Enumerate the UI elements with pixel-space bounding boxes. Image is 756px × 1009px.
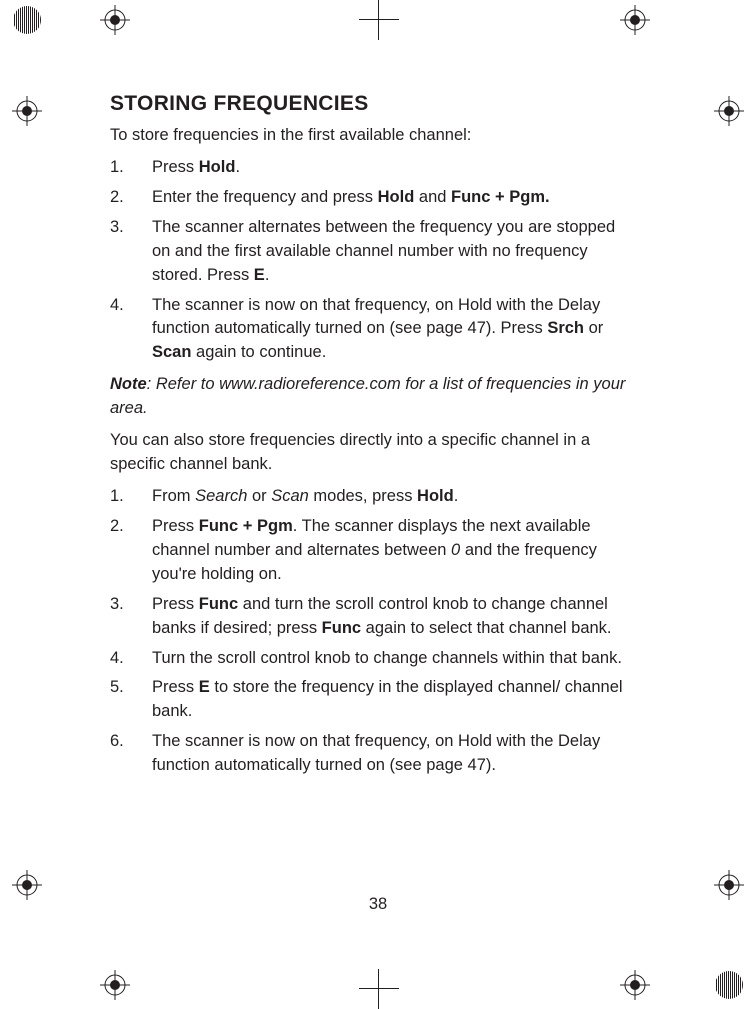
regmark-icon	[12, 5, 42, 35]
list-item: 4. Turn the scroll control knob to chang…	[110, 647, 630, 671]
steps-list-2: 1. From Search or Scan modes, press Hold…	[110, 485, 630, 778]
list-item: 3. Press Func and turn the scroll contro…	[110, 593, 630, 641]
list-text: or	[584, 319, 603, 337]
list-text: .	[454, 487, 459, 505]
steps-list-1: 1. Press Hold. 2. Enter the frequency an…	[110, 156, 630, 365]
list-text: Func + Pgm	[199, 517, 293, 535]
list-number: 2.	[110, 186, 124, 210]
list-text: Press	[152, 595, 199, 613]
list-number: 3.	[110, 216, 124, 240]
list-text: again to continue.	[191, 343, 326, 361]
list-item: 3. The scanner alternates between the fr…	[110, 216, 630, 288]
crop-mark	[378, 0, 379, 40]
list-text: Enter the frequency and press	[152, 188, 378, 206]
crop-mark	[359, 19, 399, 20]
list-text: Func + Pgm.	[451, 188, 550, 206]
list-text: E	[254, 266, 265, 284]
list-text: again to select that channel bank.	[361, 619, 611, 637]
regmark-icon	[714, 96, 744, 126]
list-number: 4.	[110, 294, 124, 318]
list-text: Hold	[378, 188, 415, 206]
note-label: Note	[110, 375, 147, 393]
note-body: : Refer to www.radioreference.com for a …	[110, 375, 625, 417]
list-text: and	[414, 188, 451, 206]
list-text: .	[235, 158, 240, 176]
list-text: Srch	[547, 319, 584, 337]
regmark-icon	[620, 5, 650, 35]
page-number: 38	[0, 895, 756, 914]
list-text: Scan	[152, 343, 191, 361]
list-item: 2. Press Func + Pgm. The scanner display…	[110, 515, 630, 587]
page-title: STORING FREQUENCIES	[110, 92, 630, 116]
list-text: Func	[322, 619, 361, 637]
regmark-icon	[12, 96, 42, 126]
list-text: Turn the scroll control knob to change c…	[152, 649, 622, 667]
list-number: 1.	[110, 156, 124, 180]
list-text: Search	[195, 487, 247, 505]
list-number: 6.	[110, 730, 124, 754]
crop-mark	[378, 969, 379, 1009]
list-item: 1. Press Hold.	[110, 156, 630, 180]
list-text: 0	[451, 541, 460, 559]
regmark-icon	[620, 970, 650, 1000]
regmark-icon	[100, 970, 130, 1000]
crop-mark	[359, 988, 399, 989]
list-item: 4. The scanner is now on that frequency,…	[110, 294, 630, 366]
regmark-icon	[100, 5, 130, 35]
list-text: .	[265, 266, 270, 284]
list-item: 1. From Search or Scan modes, press Hold…	[110, 485, 630, 509]
list-item: 5. Press E to store the frequency in the…	[110, 676, 630, 724]
list-text: Press	[152, 678, 199, 696]
list-item: 2. Enter the frequency and press Hold an…	[110, 186, 630, 210]
list-number: 3.	[110, 593, 124, 617]
list-text: Hold	[417, 487, 454, 505]
page-content: STORING FREQUENCIES To store frequencies…	[110, 92, 630, 786]
list-text: to store the frequency in the displayed …	[152, 678, 623, 720]
list-text: or	[247, 487, 271, 505]
list-text: Scan	[271, 487, 309, 505]
regmark-icon	[714, 970, 744, 1000]
list-item: 6. The scanner is now on that frequency,…	[110, 730, 630, 778]
list-text: E	[199, 678, 210, 696]
list-text: Func	[199, 595, 238, 613]
list-text: The scanner is now on that frequency, on…	[152, 296, 600, 338]
list-number: 4.	[110, 647, 124, 671]
list-number: 2.	[110, 515, 124, 539]
list-text: modes, press	[309, 487, 417, 505]
list-number: 1.	[110, 485, 124, 509]
list-text: Hold	[199, 158, 236, 176]
note-text: Note: Refer to www.radioreference.com fo…	[110, 373, 630, 421]
list-text: The scanner alternates between the frequ…	[152, 218, 615, 284]
list-number: 5.	[110, 676, 124, 700]
list-text: From	[152, 487, 195, 505]
intro-text: You can also store frequencies directly …	[110, 429, 630, 477]
list-text: The scanner is now on that frequency, on…	[152, 732, 600, 774]
list-text: Press	[152, 158, 199, 176]
intro-text: To store frequencies in the first availa…	[110, 124, 630, 148]
list-text: Press	[152, 517, 199, 535]
